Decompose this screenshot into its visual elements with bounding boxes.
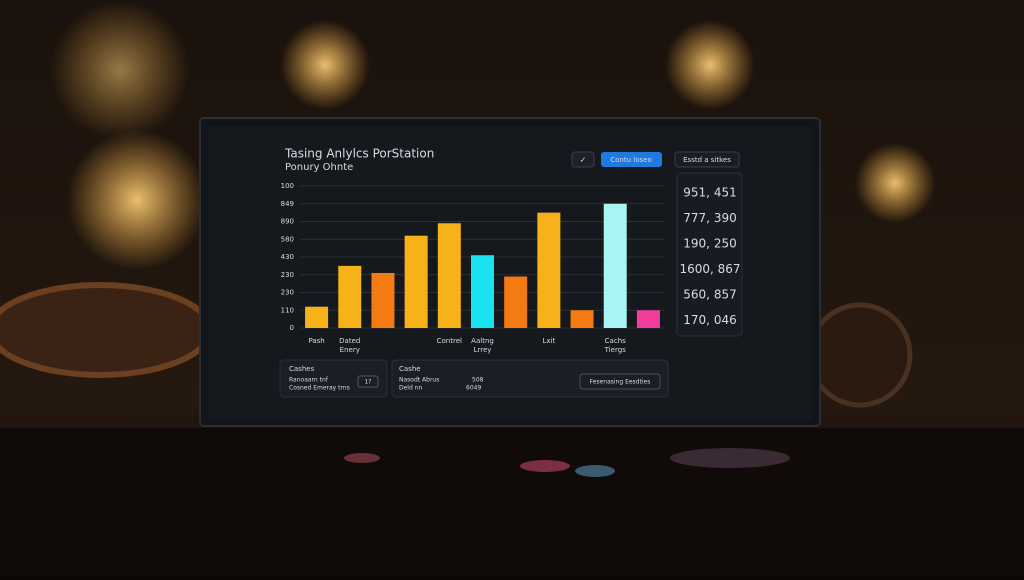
bar xyxy=(504,276,528,328)
light xyxy=(50,0,190,140)
x-tick-label: Dated Enery xyxy=(339,337,360,354)
bar xyxy=(636,310,660,328)
x-tick-label: Cachs Tiergs xyxy=(604,337,627,354)
card-title: Cashes xyxy=(289,365,315,373)
card-line: Cosned Emeray trns xyxy=(289,385,350,392)
button[interactable] xyxy=(571,151,595,168)
card-line: Deld nn xyxy=(399,385,422,392)
y-tick-label: 580 xyxy=(281,235,294,243)
light xyxy=(665,20,755,110)
button[interactable] xyxy=(579,373,661,390)
button-label[interactable]: Esstd a sitkes xyxy=(683,156,731,164)
roulette xyxy=(0,282,213,378)
x-tick-label: Pash xyxy=(308,337,324,345)
chip xyxy=(575,465,615,477)
chip xyxy=(344,453,380,463)
button[interactable] xyxy=(674,151,740,168)
stat-value: 190, 250 xyxy=(683,237,736,251)
card-title: Cashe xyxy=(399,365,421,373)
y-tick-label: 110 xyxy=(281,306,294,314)
y-tick-label: 430 xyxy=(281,253,294,261)
subtitle: Ponury Ohnte xyxy=(285,162,353,173)
card xyxy=(279,359,388,398)
card xyxy=(391,359,669,398)
bar xyxy=(471,255,494,328)
y-tick-label: 100 xyxy=(281,182,294,190)
stat-value: 560, 857 xyxy=(683,288,736,302)
button[interactable] xyxy=(601,152,662,167)
x-tick-label: Lxit xyxy=(542,337,555,345)
bar xyxy=(371,272,395,328)
stat-value: 951, 451 xyxy=(683,186,736,200)
bar xyxy=(338,265,362,328)
wall-lamp xyxy=(855,143,935,223)
card-line: Ranoaarn tnf xyxy=(289,377,329,384)
bar xyxy=(570,310,594,328)
stats-panel xyxy=(676,172,743,337)
light xyxy=(280,20,370,110)
bar xyxy=(305,306,329,328)
chip-stack xyxy=(670,448,790,468)
stat-value: 1600, 867 xyxy=(679,262,740,276)
y-tick-label: 0 xyxy=(290,324,294,332)
x-tick-label: Contrel xyxy=(437,337,462,345)
button-label[interactable]: Fesenasing Eesdties xyxy=(590,379,651,386)
bar xyxy=(537,212,561,328)
title: Tasing Anlylcs PorStation xyxy=(284,147,434,161)
y-tick-label: 230 xyxy=(281,289,294,297)
x-tick-label: Aaltng Lrrey xyxy=(471,337,494,354)
y-tick-label: 849 xyxy=(281,200,294,208)
y-tick-label: 230 xyxy=(281,271,294,279)
card-figure: 6049 xyxy=(466,385,481,392)
bar xyxy=(603,203,627,328)
bar xyxy=(437,223,461,328)
stat-value: 777, 390 xyxy=(683,211,736,225)
badge xyxy=(357,375,379,388)
card-line: Nasodt Abrus xyxy=(399,377,439,384)
card-figure: 508 xyxy=(472,377,484,384)
stat-value: 170, 046 xyxy=(683,313,736,327)
bar xyxy=(404,235,428,328)
chip xyxy=(520,460,570,472)
y-tick-label: 890 xyxy=(281,218,294,226)
button-label[interactable]: ✓ xyxy=(580,156,587,165)
chandelier xyxy=(67,130,207,270)
button-label[interactable]: Contu loseo xyxy=(610,156,651,164)
badge-label: 1? xyxy=(364,379,371,386)
roulette xyxy=(807,302,913,408)
table xyxy=(0,428,1024,576)
